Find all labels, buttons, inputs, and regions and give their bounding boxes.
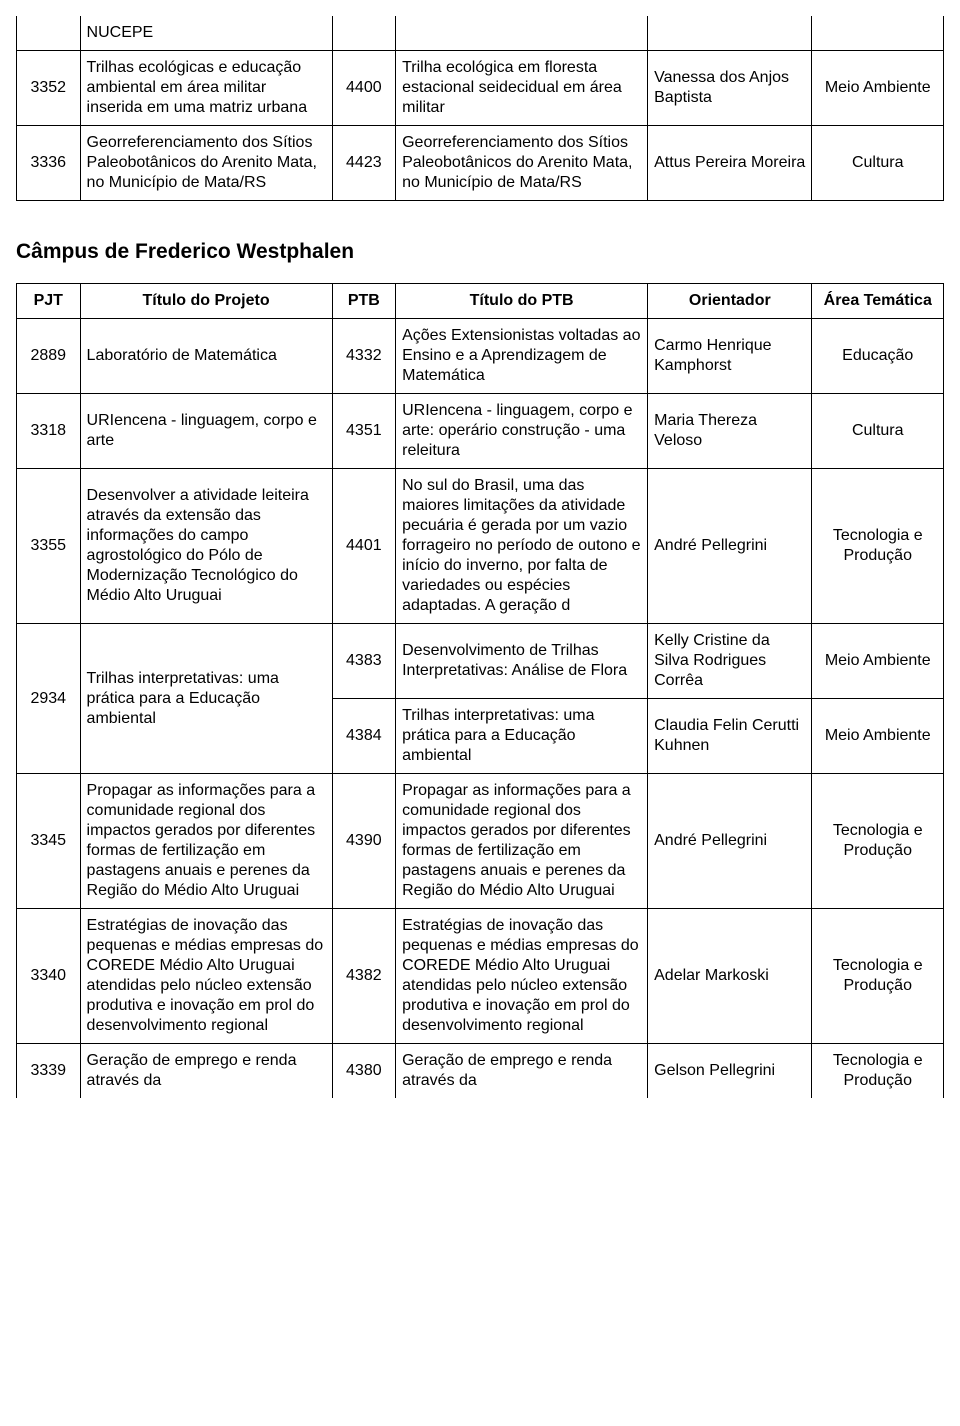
- cell-area: [812, 16, 944, 51]
- cell-pjt: [17, 16, 81, 51]
- cell-titlePtb: Ações Extensionistas voltadas ao Ensino …: [396, 319, 648, 394]
- cell-ptb: 4351: [332, 394, 396, 469]
- cell-ptb: 4384: [332, 699, 396, 774]
- cell-pjt: 3318: [17, 394, 81, 469]
- col-pjt: PJT: [17, 284, 81, 319]
- cell-orient: Adelar Markoski: [648, 909, 812, 1044]
- cell-area: Tecnologia e Produção: [812, 469, 944, 624]
- cell-area: Tecnologia e Produção: [812, 909, 944, 1044]
- top-continuation-table: NUCEPE3352Trilhas ecológicas e educação …: [16, 16, 944, 201]
- cell-title: Trilhas interpretativas: uma prática par…: [80, 624, 332, 774]
- cell-titlePtb: [396, 16, 648, 51]
- cell-titlePtb: Georreferenciamento dos Sítios Paleobotâ…: [396, 126, 648, 201]
- cell-titlePtb: Trilha ecológica em floresta estacional …: [396, 51, 648, 126]
- table-row: 2934Trilhas interpretativas: uma prática…: [17, 624, 944, 699]
- cell-titlePtb: Trilhas interpretativas: uma prática par…: [396, 699, 648, 774]
- cell-pjt: 2889: [17, 319, 81, 394]
- cell-area: Meio Ambiente: [812, 624, 944, 699]
- cell-pjt: 2934: [17, 624, 81, 774]
- cell-title: URIencena - linguagem, corpo e arte: [80, 394, 332, 469]
- cell-ptb: 4383: [332, 624, 396, 699]
- cell-area: Meio Ambiente: [812, 51, 944, 126]
- cell-titlePtb: URIencena - linguagem, corpo e arte: ope…: [396, 394, 648, 469]
- table-row: 3340Estratégias de inovação das pequenas…: [17, 909, 944, 1044]
- cell-title: Propagar as informações para a comunidad…: [80, 774, 332, 909]
- cell-titlePtb: Geração de emprego e renda através da: [396, 1044, 648, 1099]
- cell-area: Meio Ambiente: [812, 699, 944, 774]
- cell-pjt: 3340: [17, 909, 81, 1044]
- cell-titlePtb: No sul do Brasil, uma das maiores limita…: [396, 469, 648, 624]
- cell-pjt: 3336: [17, 126, 81, 201]
- table-row: 3352Trilhas ecológicas e educação ambien…: [17, 51, 944, 126]
- cell-ptb: [332, 16, 396, 51]
- col-orient: Orientador: [648, 284, 812, 319]
- main-table: PJT Título do Projeto PTB Título do PTB …: [16, 283, 944, 1098]
- cell-ptb: 4332: [332, 319, 396, 394]
- section-title: Câmpus de Frederico Westphalen: [16, 239, 944, 265]
- cell-ptb: 4401: [332, 469, 396, 624]
- cell-titlePtb: Desenvolvimento de Trilhas Interpretativ…: [396, 624, 648, 699]
- cell-area: Tecnologia e Produção: [812, 1044, 944, 1099]
- cell-title: NUCEPE: [80, 16, 332, 51]
- cell-titlePtb: Propagar as informações para a comunidad…: [396, 774, 648, 909]
- cell-titlePtb: Estratégias de inovação das pequenas e m…: [396, 909, 648, 1044]
- cell-pjt: 3355: [17, 469, 81, 624]
- cell-ptb: 4400: [332, 51, 396, 126]
- col-ptb: PTB: [332, 284, 396, 319]
- cell-title: Laboratório de Matemática: [80, 319, 332, 394]
- cell-title: Trilhas ecológicas e educação ambiental …: [80, 51, 332, 126]
- cell-orient: Vanessa dos Anjos Baptista: [648, 51, 812, 126]
- cell-ptb: 4423: [332, 126, 396, 201]
- table-row: 3318URIencena - linguagem, corpo e arte4…: [17, 394, 944, 469]
- cell-pjt: 3345: [17, 774, 81, 909]
- table-row: NUCEPE: [17, 16, 944, 51]
- cell-orient: André Pellegrini: [648, 469, 812, 624]
- table-row: 3345Propagar as informações para a comun…: [17, 774, 944, 909]
- col-title: Título do Projeto: [80, 284, 332, 319]
- cell-area: Cultura: [812, 126, 944, 201]
- cell-title: Estratégias de inovação das pequenas e m…: [80, 909, 332, 1044]
- cell-pjt: 3352: [17, 51, 81, 126]
- cell-orient: Maria Thereza Veloso: [648, 394, 812, 469]
- table-row: 3355Desenvolver a atividade leiteira atr…: [17, 469, 944, 624]
- cell-orient: Kelly Cristine da Silva Rodrigues Corrêa: [648, 624, 812, 699]
- cell-pjt: 3339: [17, 1044, 81, 1099]
- table-row: 3339Geração de emprego e renda através d…: [17, 1044, 944, 1099]
- cell-orient: Gelson Pellegrini: [648, 1044, 812, 1099]
- cell-orient: Carmo Henrique Kamphorst: [648, 319, 812, 394]
- cell-title: Geração de emprego e renda através da: [80, 1044, 332, 1099]
- cell-orient: [648, 16, 812, 51]
- cell-ptb: 4390: [332, 774, 396, 909]
- cell-orient: Attus Pereira Moreira: [648, 126, 812, 201]
- table-row: 2889Laboratório de Matemática4332Ações E…: [17, 319, 944, 394]
- table-row: 3336Georreferenciamento dos Sítios Paleo…: [17, 126, 944, 201]
- cell-orient: Claudia Felin Cerutti Kuhnen: [648, 699, 812, 774]
- cell-ptb: 4382: [332, 909, 396, 1044]
- cell-ptb: 4380: [332, 1044, 396, 1099]
- col-area: Área Temática: [812, 284, 944, 319]
- cell-title: Georreferenciamento dos Sítios Paleobotâ…: [80, 126, 332, 201]
- cell-area: Educação: [812, 319, 944, 394]
- cell-area: Tecnologia e Produção: [812, 774, 944, 909]
- cell-title: Desenvolver a atividade leiteira através…: [80, 469, 332, 624]
- col-titleptb: Título do PTB: [396, 284, 648, 319]
- header-row: PJT Título do Projeto PTB Título do PTB …: [17, 284, 944, 319]
- cell-orient: André Pellegrini: [648, 774, 812, 909]
- cell-area: Cultura: [812, 394, 944, 469]
